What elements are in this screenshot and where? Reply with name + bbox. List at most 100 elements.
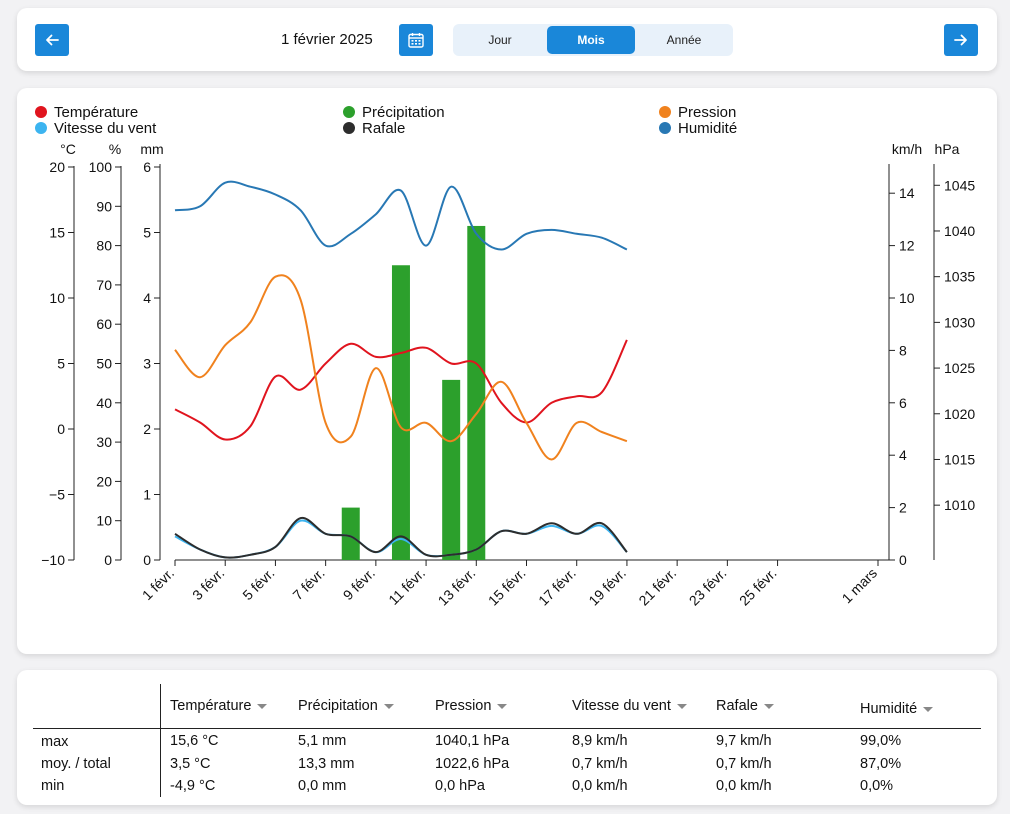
- caret-down-icon: [923, 706, 934, 712]
- legend-marker: [35, 106, 47, 118]
- table-cell: 3,5 °C: [170, 756, 211, 772]
- table-cell: 99,0%: [860, 733, 902, 749]
- axis-tick-label: 6: [899, 395, 907, 411]
- statistics-table: Température Précipitation Pression Vites…: [33, 684, 981, 797]
- axis-tick-label: 1035: [944, 269, 975, 285]
- axis-tick-label: 1010: [944, 497, 975, 513]
- axis-tick-label: 80: [96, 238, 112, 254]
- pressure-line: [174, 274, 628, 461]
- arrow-left-icon: [46, 34, 59, 46]
- x-axis-tick-label: 5 févr.: [239, 565, 277, 603]
- axis-tick-label: 3: [143, 356, 151, 372]
- table-header-row: Température Précipitation Pression Vites…: [33, 684, 981, 729]
- axis-tick-label: −10: [41, 552, 65, 568]
- caret-down-icon: [497, 703, 508, 709]
- axis-tick-label: 20: [49, 159, 65, 175]
- axis-tick-label: 1040: [944, 223, 975, 239]
- caret-down-icon: [383, 703, 394, 709]
- column-header-label: Vitesse du vent: [572, 698, 671, 714]
- column-header-humidity[interactable]: Humidité: [860, 684, 981, 729]
- table-row-max: max 15,6 °C 5,1 mm 1040,1 hPa 8,9 km/h 9…: [33, 728, 981, 753]
- x-axis-tick-label: 1 mars: [839, 565, 881, 607]
- axis-tick-label: 5: [143, 225, 151, 241]
- legend-marker: [343, 106, 355, 118]
- precipitation-bar: [341, 507, 360, 560]
- next-button[interactable]: [944, 24, 978, 56]
- x-axis-tick-label: 13 févr.: [435, 565, 479, 609]
- x-axis-tick-label: 9 févr.: [340, 565, 378, 603]
- table-cell: 9,7 km/h: [716, 733, 772, 749]
- table-cell: 8,9 km/h: [572, 733, 628, 749]
- axis-tick-label: 10: [899, 290, 915, 306]
- tab-jour[interactable]: Jour: [488, 33, 512, 47]
- legend-marker: [659, 106, 671, 118]
- axis-tick-label: 1: [143, 487, 151, 503]
- axis-tick-label: 1025: [944, 360, 975, 376]
- x-axis-tick-label: 7 févr.: [289, 565, 327, 603]
- legend-label: Température: [54, 104, 138, 121]
- caret-down-icon: [763, 703, 774, 709]
- calendar-icon: [408, 33, 424, 48]
- humidity-line: [174, 180, 628, 251]
- legend-label: Vitesse du vent: [54, 120, 157, 137]
- column-header-wind-speed[interactable]: Vitesse du vent: [572, 684, 716, 729]
- previous-button[interactable]: [35, 24, 69, 56]
- axis-tick-label: 1015: [944, 451, 975, 467]
- axis-tick-label: 12: [899, 238, 915, 254]
- row-label: moy. / total: [33, 753, 161, 775]
- axis-tick-label: 60: [96, 316, 112, 332]
- column-header-label: Rafale: [716, 698, 758, 714]
- column-header-gust[interactable]: Rafale: [716, 684, 860, 729]
- axis-tick-label: 90: [96, 198, 112, 214]
- calendar-button[interactable]: [399, 24, 433, 56]
- legend-label: Pression: [678, 104, 736, 121]
- weather-chart-card: Température Précipitation Pression Vitesse …: [17, 88, 997, 654]
- axis-tick-label: 20: [96, 473, 112, 489]
- column-header-precipitation[interactable]: Précipitation: [298, 684, 435, 729]
- axis-tick-label: 0: [57, 421, 65, 437]
- axis-tick-label: 10: [49, 290, 65, 306]
- axis-tick-label: 1020: [944, 406, 975, 422]
- table-cell: 0,0 km/h: [572, 778, 628, 794]
- axis-unit-label: km/h: [892, 141, 922, 157]
- table-cell: 1040,1 hPa: [435, 733, 510, 749]
- legend-label: Rafale: [362, 120, 405, 137]
- table-cell: 15,6 °C: [170, 733, 219, 749]
- axis-tick-label: 15: [49, 225, 65, 241]
- table-cell: 0,0 km/h: [716, 778, 772, 794]
- axis-tick-label: 1045: [944, 177, 975, 193]
- table-row-average: moy. / total 3,5 °C 13,3 mm 1022,6 hPa 0…: [33, 753, 981, 775]
- current-date-label: 1 février 2025: [281, 31, 373, 48]
- axis-tick-label: 0: [104, 552, 112, 568]
- axis-tick-label: 8: [899, 342, 907, 358]
- x-axis-tick-label: 17 févr.: [535, 565, 579, 609]
- table-cell: 13,3 mm: [298, 756, 355, 772]
- precipitation-bar: [391, 265, 410, 560]
- temperature-line: [174, 339, 628, 441]
- table-cell: 1022,6 hPa: [435, 756, 510, 772]
- period-selector: Jour Mois Année: [453, 24, 733, 56]
- axis-tick-label: 50: [96, 356, 112, 372]
- axis-tick-label: 6: [143, 159, 151, 175]
- axis-tick-label: 4: [143, 290, 151, 306]
- table-cell: 0,7 km/h: [716, 756, 772, 772]
- precipitation-bar: [467, 225, 486, 560]
- tab-annee[interactable]: Année: [666, 33, 702, 47]
- axis-tick-label: 30: [96, 434, 112, 450]
- legend-label: Précipitation: [362, 104, 445, 121]
- x-axis-tick-label: 19 févr.: [585, 565, 629, 609]
- table-cell: 87,0%: [860, 756, 902, 772]
- column-header-pressure[interactable]: Pression: [435, 684, 572, 729]
- legend-marker: [35, 122, 47, 134]
- axis-tick-label: 70: [96, 277, 112, 293]
- column-header-temperature[interactable]: Température: [160, 684, 298, 729]
- axis-tick-label: 100: [89, 159, 113, 175]
- axis-unit-label: mm: [140, 141, 163, 157]
- axis-tick-label: 5: [57, 356, 65, 372]
- axis-unit-label: %: [109, 141, 121, 157]
- axis-tick-label: 0: [143, 552, 151, 568]
- tab-mois[interactable]: Mois: [547, 26, 635, 54]
- caret-down-icon: [257, 703, 268, 709]
- gust-line: [174, 517, 628, 559]
- column-header-label: Température: [170, 698, 252, 714]
